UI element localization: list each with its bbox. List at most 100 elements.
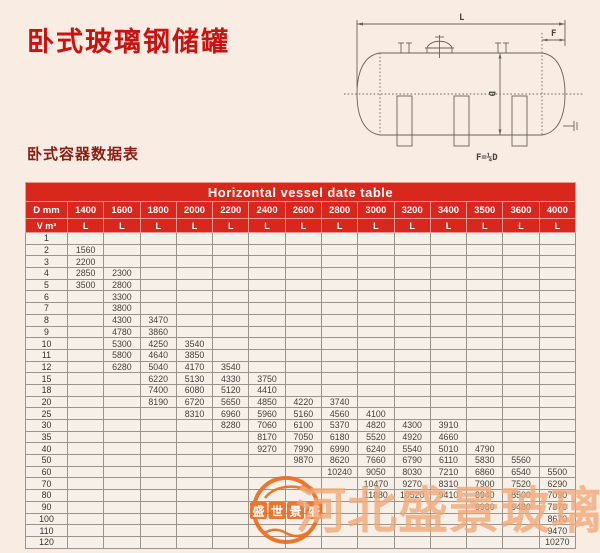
- length-cell: [466, 313, 504, 327]
- length-cell: [502, 243, 540, 257]
- unit-label: L: [538, 218, 577, 233]
- length-cell: [502, 313, 540, 327]
- length-cell: [175, 442, 214, 456]
- length-cell: [103, 232, 141, 245]
- length-cell: [320, 337, 359, 350]
- length-cell: [66, 395, 105, 409]
- length-cell: [175, 535, 214, 549]
- length-cell: [175, 477, 214, 491]
- length-cell: [538, 419, 577, 432]
- seal-char: 景: [289, 505, 301, 519]
- length-cell: [248, 325, 286, 339]
- length-cell: [466, 360, 504, 374]
- length-cell: [538, 255, 577, 269]
- length-cell: [538, 267, 577, 280]
- length-cell: [284, 383, 322, 397]
- table-row: 6 3300: [25, 290, 577, 304]
- length-cell: 5650: [212, 395, 250, 409]
- seal-char-box: [268, 502, 286, 519]
- length-cell: [393, 313, 431, 327]
- table-row: 2 1560: [25, 243, 577, 257]
- unit-header-row: V m³ L L L L L L L L L L L L L L: [25, 218, 577, 233]
- length-cell: [248, 255, 286, 269]
- length-cell: [139, 465, 177, 479]
- length-cell: 5520: [357, 430, 395, 444]
- length-cell: [66, 348, 105, 362]
- length-cell: 3750: [248, 372, 286, 385]
- length-cell: [66, 302, 105, 315]
- table-row: 15 6220 5130 4330 3750: [25, 372, 577, 385]
- length-cell: [212, 348, 250, 362]
- length-cell: [466, 430, 504, 444]
- length-cell: [139, 267, 177, 280]
- length-cell: [429, 302, 468, 315]
- length-cell: 4300: [103, 313, 141, 327]
- length-cell: [393, 372, 431, 385]
- length-cell: 2200: [66, 255, 105, 269]
- length-cell: 9270: [248, 442, 286, 456]
- unit-label: L: [139, 218, 177, 233]
- length-cell: [466, 255, 504, 269]
- length-cell: [466, 302, 504, 315]
- length-cell: [139, 524, 177, 537]
- length-cell: 2850: [66, 267, 105, 280]
- length-cell: [357, 290, 395, 304]
- length-cell: 6180: [320, 430, 359, 444]
- length-cell: 4250: [139, 337, 177, 350]
- length-cell: [139, 232, 177, 245]
- length-cell: [320, 267, 359, 280]
- length-cell: [139, 419, 177, 432]
- length-cell: [139, 535, 177, 549]
- length-cell: [66, 535, 105, 549]
- length-cell: [357, 372, 395, 385]
- length-cell: [502, 430, 540, 444]
- length-cell: [66, 325, 105, 339]
- length-cell: [212, 442, 250, 456]
- diameter-header: 3000: [357, 201, 395, 219]
- volume-cell: 50: [25, 454, 68, 467]
- seal-char-box: [305, 502, 323, 519]
- length-cell: 3540: [212, 360, 250, 374]
- length-cell: [212, 243, 250, 257]
- length-cell: [502, 442, 540, 456]
- length-cell: [139, 454, 177, 467]
- length-cell: 10270: [538, 535, 577, 549]
- length-cell: [284, 313, 322, 327]
- length-cell: 7870: [538, 500, 577, 514]
- volume-cell: 90: [25, 500, 68, 514]
- length-cell: [320, 372, 359, 385]
- length-cell: [393, 278, 431, 292]
- unit-label: L: [212, 218, 250, 233]
- length-cell: [139, 278, 177, 292]
- diameter-header: 1400: [66, 201, 105, 219]
- length-cell: [466, 278, 504, 292]
- length-cell: [357, 383, 395, 397]
- length-cell: [429, 243, 468, 257]
- length-cell: 4820: [357, 419, 395, 432]
- watermark-logo: 盛世景盛: [241, 472, 331, 548]
- length-cell: [538, 302, 577, 315]
- length-cell: [538, 243, 577, 257]
- table-row: 20 8190 6720 5650 4850 4220 3740: [25, 395, 577, 409]
- vessel-table: Horizontal vessel date table D mm 1400 1600…: [25, 182, 577, 549]
- length-cell: 3910: [429, 419, 468, 432]
- table-row: 12 6280 5040 4170 3540: [25, 360, 577, 374]
- length-cell: 4300: [393, 419, 431, 432]
- unit-label: L: [429, 218, 468, 233]
- length-cell: [248, 278, 286, 292]
- length-cell: [502, 360, 540, 374]
- length-cell: 4220: [284, 395, 322, 409]
- length-cell: [502, 232, 540, 245]
- table-row: 11 5800 4640 3850: [25, 348, 577, 362]
- length-cell: [429, 337, 468, 350]
- diameter-header: 2000: [175, 201, 214, 219]
- length-cell: [212, 337, 250, 350]
- length-cell: [429, 313, 468, 327]
- length-cell: [66, 465, 105, 479]
- length-cell: [429, 407, 468, 420]
- length-cell: 8670: [538, 512, 577, 526]
- diameter-header: 1800: [139, 201, 177, 219]
- length-cell: 9870: [284, 454, 322, 467]
- length-cell: [357, 313, 395, 327]
- length-cell: [466, 232, 504, 245]
